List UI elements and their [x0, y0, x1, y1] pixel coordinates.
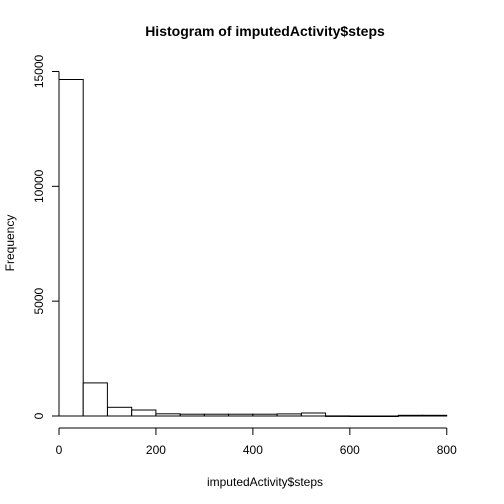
- histogram-bar-0: [58, 79, 84, 417]
- histogram-bar-8: [252, 413, 278, 417]
- y-tick-label: 10000: [32, 169, 46, 203]
- histogram-bar-15: [422, 414, 448, 417]
- histogram-bar-9: [276, 413, 302, 417]
- x-tick-label: 400: [243, 443, 263, 457]
- histogram-bar-11: [325, 415, 351, 417]
- x-axis-label: imputedActivity$steps: [207, 475, 323, 489]
- x-tick-label: 600: [340, 443, 360, 457]
- y-axis-label: Frequency: [3, 215, 17, 272]
- histogram-bar-5: [179, 413, 205, 417]
- y-tick-label: 5000: [32, 287, 46, 314]
- histogram-bar-2: [107, 406, 133, 417]
- histogram-bar-4: [155, 413, 181, 417]
- x-tick-label: 200: [146, 443, 166, 457]
- chart-title: Histogram of imputedActivity$steps: [145, 23, 385, 39]
- x-axis: 0 200 400 600 800: [56, 427, 457, 457]
- histogram-bar-1: [82, 382, 108, 417]
- histogram-bar-6: [203, 413, 230, 417]
- histogram-bar-12: [349, 415, 375, 417]
- histogram-bar-13: [373, 415, 399, 417]
- y-axis: 0 5000 10000 15000: [32, 54, 60, 419]
- histogram-bar-7: [228, 413, 254, 417]
- histogram-bar-14: [397, 414, 423, 417]
- x-tick-label: 800: [437, 443, 457, 457]
- x-tick-label: 0: [56, 443, 63, 457]
- bars-group: [58, 79, 448, 417]
- histogram-bar-3: [131, 409, 157, 417]
- histogram-bar-10: [300, 412, 327, 417]
- y-tick-label: 15000: [32, 54, 46, 88]
- y-tick-label: 0: [32, 412, 46, 419]
